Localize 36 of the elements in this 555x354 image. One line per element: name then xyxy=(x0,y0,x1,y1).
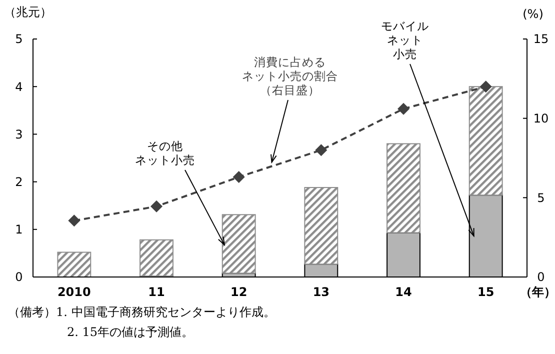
bar xyxy=(140,239,174,277)
x-tick-label: 2010 xyxy=(57,285,91,299)
y-tick-label: 0 xyxy=(15,270,23,284)
y2-tick-label: 5 xyxy=(537,190,545,205)
x-axis-title: （年） xyxy=(520,285,555,299)
point xyxy=(150,200,162,212)
y2-tick-label: 10 xyxy=(533,112,549,126)
y-tick-label: 4 xyxy=(15,80,23,94)
y2-tick-label: 15 xyxy=(533,32,549,46)
bar xyxy=(386,143,420,234)
y-tick-label: 3 xyxy=(15,127,23,142)
y-tick-label: 2 xyxy=(15,175,23,189)
x-tick-label: 11 xyxy=(148,285,165,299)
x-tick-label: 13 xyxy=(312,285,330,299)
y2-tick-label: 0 xyxy=(537,270,545,284)
x-tick-label: 14 xyxy=(395,285,412,299)
bar xyxy=(222,214,256,274)
point xyxy=(480,80,492,93)
y-tick-label: 5 xyxy=(15,32,23,46)
x-tick-label: 12 xyxy=(230,285,248,299)
point xyxy=(315,144,328,156)
text: 2. 15年の値は予測値。 xyxy=(67,325,194,339)
y2-axis-title: (%) xyxy=(522,7,544,21)
text: その他ネット小売 xyxy=(135,139,195,167)
x-tick-label: 15 xyxy=(477,285,494,299)
bar xyxy=(57,252,92,278)
y-axis-title: （兆元） xyxy=(4,5,52,19)
point xyxy=(232,171,245,184)
text: （備考）1. 中国電子商務研究センターより作成。 xyxy=(8,305,276,319)
point xyxy=(68,214,80,227)
y-tick-label: 1 xyxy=(15,222,23,237)
point xyxy=(398,102,410,115)
text: モバイルネット小売 xyxy=(381,19,429,61)
text: 消費に占めるネット小売の割合（右目盛） xyxy=(242,55,338,97)
bar xyxy=(304,187,338,265)
bar xyxy=(468,86,503,196)
